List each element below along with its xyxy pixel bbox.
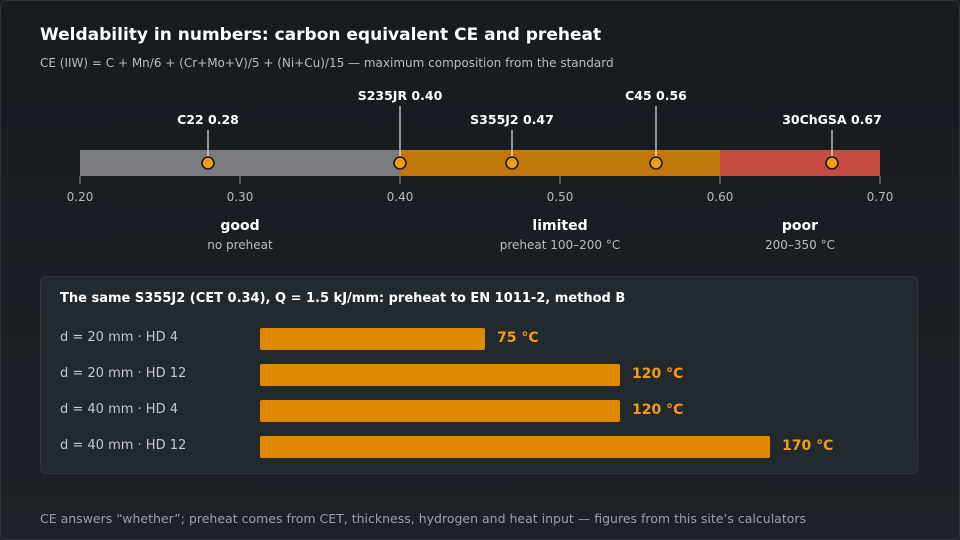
point-marker-S355J2 [505, 156, 519, 170]
tick-label: 0.20 [67, 190, 94, 204]
preheat-bar [260, 364, 620, 386]
bar-category-label: d = 20 mm · HD 12 [60, 366, 187, 381]
preheat-panel-title: The same S355J2 (CET 0.34), Q = 1.5 kJ/m… [60, 291, 626, 306]
tick-label: 0.70 [867, 190, 894, 204]
zone-note-poor: 200–350 °C [765, 238, 835, 252]
ce-scale-chart: good no preheat limited preheat 100–200 °C p… [66, 88, 894, 252]
footer-note: CE answers “whether”; preheat comes from… [40, 511, 807, 526]
point-marker-C22 [201, 156, 215, 170]
preheat-bar [260, 400, 620, 422]
point-marker-C45 [649, 156, 663, 170]
page-title: Weldability in numbers: carbon equivalen… [40, 25, 602, 45]
zone-note-limited: preheat 100–200 °C [500, 238, 621, 252]
preheat-bar [260, 328, 485, 350]
point-marker-S235JR [393, 156, 407, 170]
bar-value-label: 75 °C [497, 330, 539, 346]
bar-value-label: 120 °C [632, 366, 684, 382]
preheat-panel: The same S355J2 (CET 0.34), Q = 1.5 kJ/m… [40, 276, 918, 474]
point-label-30ChGSA: 30ChGSA 0.67 [782, 112, 882, 127]
tick-label: 0.50 [547, 190, 574, 204]
page-subtitle: CE (IIW) = C + Mn/6 + (Cr+Mo+V)/5 + (Ni+… [40, 56, 614, 70]
point-label-S235JR: S235JR 0.40 [358, 88, 443, 103]
bar-category-label: d = 40 mm · HD 4 [60, 402, 178, 417]
preheat-bar [260, 436, 770, 458]
bar-value-label: 170 °C [782, 438, 834, 454]
tick-label: 0.60 [707, 190, 734, 204]
tick-label: 0.40 [387, 190, 414, 204]
point-label-S355J2: S355J2 0.47 [470, 112, 554, 127]
point-label-C45: C45 0.56 [625, 88, 687, 103]
bar-category-label: d = 20 mm · HD 4 [60, 330, 178, 345]
point-label-C22: C22 0.28 [177, 112, 239, 127]
zone-limited [400, 150, 720, 176]
bar-category-label: d = 40 mm · HD 12 [60, 438, 187, 453]
point-marker-30ChGSA [825, 156, 839, 170]
zone-label-good: good [220, 218, 259, 234]
zone-poor [720, 150, 880, 176]
zone-note-good: no preheat [207, 238, 273, 252]
tick-label: 0.30 [227, 190, 254, 204]
zone-label-limited: limited [532, 218, 587, 234]
zone-good [80, 150, 400, 176]
zone-label-poor: poor [782, 218, 818, 234]
bar-value-label: 120 °C [632, 402, 684, 418]
